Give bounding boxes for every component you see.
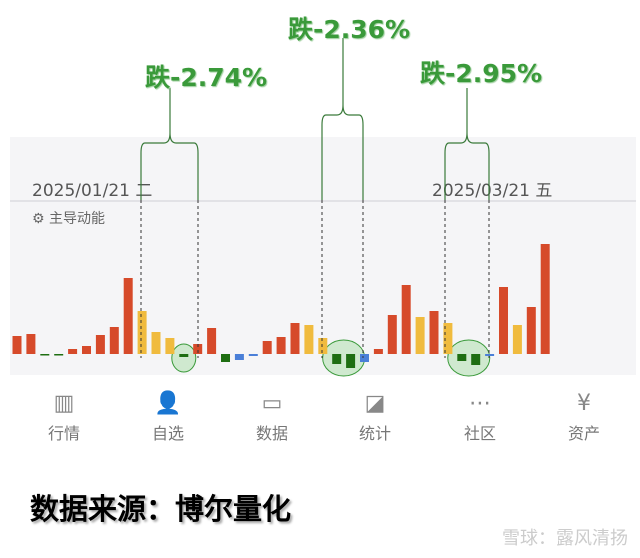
nav-community[interactable]: ⋯ 社区: [440, 388, 520, 444]
bar: [54, 354, 64, 356]
yen-shield-icon: ¥: [577, 391, 591, 416]
indicator-label[interactable]: ⚙ 主导动能: [32, 211, 106, 227]
user-add-icon: 👤: [154, 391, 182, 416]
bar: [526, 307, 536, 354]
bar: [234, 354, 244, 360]
bar: [151, 332, 161, 354]
bar: [262, 341, 272, 354]
bar: [137, 311, 147, 354]
bar: [95, 335, 105, 354]
bar: [221, 354, 230, 362]
highlight-ellipse: [447, 339, 491, 377]
bar-chart-icon: ▥: [53, 391, 75, 416]
bar: [12, 336, 22, 354]
bar: [26, 334, 36, 354]
monitor-chart-icon: ▭: [261, 391, 283, 416]
bar: [82, 346, 91, 354]
highlight-ellipse: [171, 343, 197, 373]
nav-assets[interactable]: ¥ 资产: [544, 388, 624, 444]
bar: [304, 325, 314, 354]
bar: [373, 349, 383, 354]
bar: [123, 278, 133, 354]
bar: [401, 285, 411, 354]
annotation-brace: [140, 88, 199, 200]
annotation-brace: [444, 88, 490, 200]
chat-icon: ⋯: [469, 391, 491, 416]
nav-market[interactable]: ▥ 行情: [24, 388, 104, 444]
nav-data[interactable]: ▭ 数据: [232, 388, 312, 444]
annotation-label-3: 跌-2.95%: [420, 59, 543, 88]
annotation-label-2: 跌-2.36%: [288, 15, 411, 44]
bar: [499, 287, 508, 354]
annotation-label-1: 跌-2.74%: [145, 63, 268, 92]
bar: [68, 349, 78, 354]
divider: [10, 200, 636, 202]
date-left: 2025/01/21 二: [32, 181, 153, 201]
highlight-ellipse: [322, 339, 366, 377]
bottom-nav: ▥ 行情 👤 自选 ▭ 数据 ◪ 统计 ⋯ 社区 ¥ 资产: [0, 388, 640, 448]
bar: [485, 354, 495, 356]
annotation-brace: [321, 38, 364, 200]
watermark: 雪球：露风清扬: [502, 528, 628, 549]
nav-watchlist[interactable]: 👤 自选: [128, 388, 208, 444]
bar: [40, 354, 50, 356]
bar: [471, 354, 481, 365]
bar: [290, 323, 300, 354]
bar: [457, 354, 467, 361]
bar: [165, 338, 175, 354]
gear-icon: ⚙: [32, 211, 45, 227]
bar: [415, 317, 425, 354]
nav-stats[interactable]: ◪ 统计: [335, 388, 415, 444]
bar: [512, 325, 522, 354]
bar: [387, 315, 397, 354]
data-source: 数据来源：博尔量化: [30, 492, 292, 526]
bar: [346, 354, 356, 368]
bar: [540, 244, 550, 354]
bar: [179, 354, 189, 357]
bar: [276, 337, 286, 354]
bar: [109, 327, 119, 354]
date-right: 2025/03/21 五: [432, 181, 553, 201]
bar: [429, 311, 439, 354]
bar: [193, 344, 203, 354]
line-chart-icon: ◪: [364, 391, 386, 416]
bar-chart: [12, 38, 550, 377]
bar: [360, 354, 369, 362]
bar: [443, 323, 453, 354]
bar: [318, 338, 328, 354]
bar: [248, 354, 258, 356]
bar: [332, 354, 342, 364]
bar: [207, 328, 217, 354]
